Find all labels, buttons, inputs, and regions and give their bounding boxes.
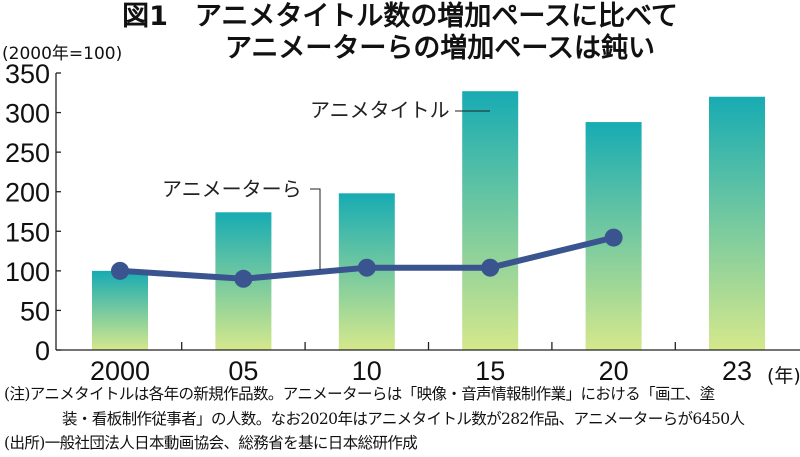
animators-point-20: [604, 228, 623, 247]
y-tick-label: 50: [20, 296, 50, 326]
animators-point-05: [234, 269, 253, 288]
legend-label-titles: アニメタイトル: [310, 98, 450, 122]
legend-label-animators: アニメーターら: [162, 177, 302, 201]
animators-point-15: [481, 258, 500, 277]
note-line-2: 装・看板制作従事者」の人数。なお2020年はアニメタイトル数が282作品、アニメ…: [62, 410, 745, 428]
x-tick-label: 05: [228, 356, 258, 386]
chart-subtitle: アニメーターらの増加ペースは鈍い: [224, 33, 656, 64]
y-tick-label: 0: [35, 336, 50, 366]
x-tick-label: 23: [722, 356, 752, 386]
legend-leader-animators: [310, 188, 321, 270]
animators-point-2000: [111, 261, 129, 280]
bar-2000: [92, 270, 148, 350]
y-tick-label: 250: [5, 138, 50, 168]
y-tick-label: 350: [5, 59, 50, 89]
x-tick-label: 10: [352, 356, 382, 386]
chart-title: 図1 アニメタイトル数の増加ペースに比べて: [122, 1, 678, 32]
source-note: (出所)一般社団法人日本動画協会、総務省を基に日本総研作成: [4, 434, 418, 452]
y-tick-label: 200: [5, 178, 50, 208]
y-tick-label: 300: [5, 99, 50, 129]
animators-point-10: [357, 258, 376, 277]
y-tick-label: 150: [5, 217, 50, 247]
y-tick-label: 100: [5, 257, 50, 287]
note-line-1: (注)アニメタイトルは各年の新規作品数。アニメーターらは「映像・音声情報制作業」…: [4, 385, 715, 403]
x-axis-unit: (年): [767, 365, 800, 387]
x-tick-label: 20: [599, 356, 629, 386]
bar-23: [709, 96, 765, 350]
y-axis-unit: (2000年=100): [2, 44, 123, 64]
bar-15: [462, 91, 519, 351]
x-tick-label: 2000: [90, 356, 150, 386]
x-tick-label: 15: [475, 356, 505, 386]
